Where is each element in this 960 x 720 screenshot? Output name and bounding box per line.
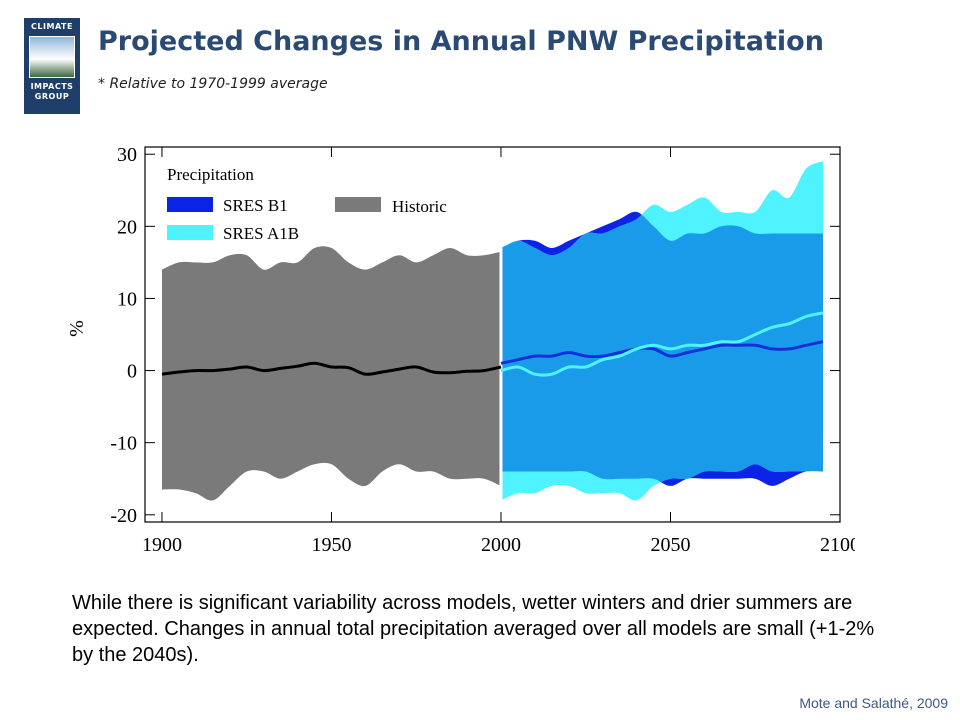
description-text: While there is significant variability a… (72, 592, 875, 666)
y-tick-label: -20 (110, 505, 137, 527)
axes-frame (144, 146, 841, 523)
y-tick-label: 10 (117, 288, 137, 310)
logo-landscape-image (29, 36, 75, 78)
slide-subtitle: * Relative to 1970-1999 average (98, 76, 328, 92)
y-tick-label: 0 (127, 361, 137, 383)
x-tick-label: 1950 (311, 534, 351, 555)
plot-frame (144, 146, 841, 523)
x-tick-label: 1900 (142, 534, 182, 555)
logo-line-2: IMPACTS (30, 82, 74, 91)
y-tick-label: 30 (117, 144, 137, 166)
slide-title: Projected Changes in Annual PNW Precipit… (98, 26, 824, 57)
band-overlap-region (501, 211, 823, 486)
source-citation: Mote and Salathé, 2009 (799, 695, 948, 711)
legend-historic-label: Historic (392, 197, 447, 216)
precipitation-chart: 1900 1950 2000 2050 2100 30 20 10 0 -10 -20% Preci… (66, 144, 855, 555)
sres-a1b-mean-line (500, 311, 824, 377)
logo-line-1: CLIMATE (31, 22, 73, 31)
legend-sres-b1-swatch (167, 197, 213, 212)
historic-mean-line (161, 361, 502, 376)
band-layer (162, 161, 823, 501)
x-tick-label: 2000 (481, 534, 521, 555)
x-tick-label: 2050 (650, 534, 690, 555)
y-tick-label: 20 (117, 216, 137, 238)
historic-range-band (162, 246, 501, 501)
y-tick-label: -10 (110, 433, 137, 455)
legend-title: Precipitation (167, 165, 254, 184)
tick-layer: 1900 1950 2000 2050 2100 30 20 10 0 -10 -20% (66, 144, 855, 555)
climate-impacts-group-logo: CLIMATE IMPACTS GROUP (24, 18, 80, 114)
legend-sres-a1b-label: SRES A1B (223, 224, 299, 243)
sres-b1-mean-line (500, 340, 824, 365)
y-axis-label: % (66, 320, 88, 337)
legend-sres-b1-label: SRES B1 (223, 196, 288, 215)
logo-line-3: GROUP (34, 92, 70, 101)
legend-historic-swatch (335, 197, 381, 212)
line-layer (161, 244, 824, 508)
legend: Precipitation SRES B1 SRES A1B Historic (167, 165, 447, 243)
legend-sres-a1b-swatch (167, 225, 213, 240)
x-tick-label: 2100 (820, 534, 855, 555)
